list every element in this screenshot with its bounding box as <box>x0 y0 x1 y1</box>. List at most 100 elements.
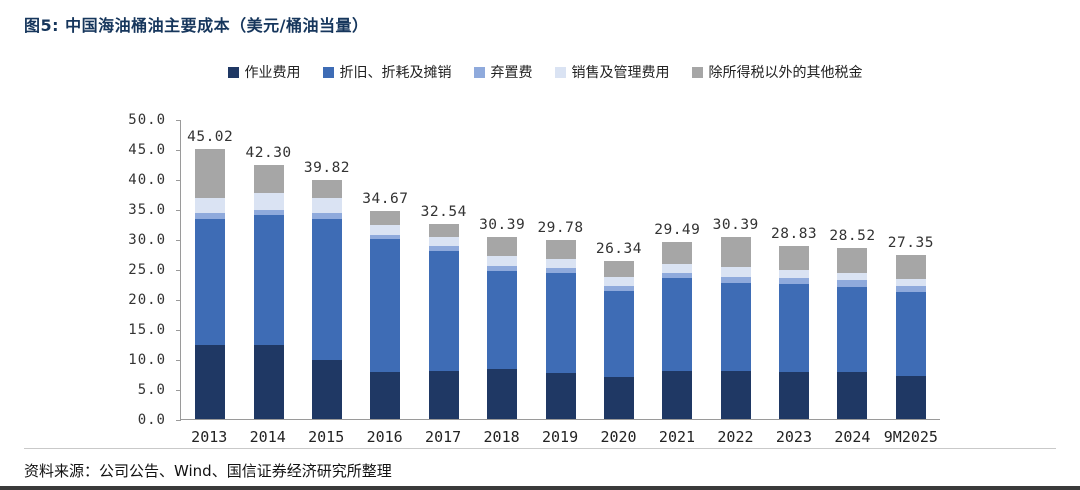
legend-item: 弃置费 <box>473 62 533 82</box>
y-tick-mark <box>176 330 181 331</box>
bar-segment <box>895 278 926 286</box>
bar-segment <box>720 371 751 419</box>
y-tick-label: 25.0 <box>128 262 166 278</box>
y-tick-label: 35.0 <box>128 202 166 218</box>
bar-segment <box>837 280 868 288</box>
bar-segment <box>195 219 226 346</box>
bar-segment <box>428 223 459 237</box>
bar-segment <box>545 268 576 274</box>
legend-item: 销售及管理费用 <box>554 62 670 82</box>
bar-segment <box>779 269 810 279</box>
bar-column: 29.78 <box>531 120 589 419</box>
bar-segment <box>895 254 926 279</box>
bar-segment <box>603 377 634 419</box>
bar-segment <box>195 213 226 220</box>
bar-segment <box>195 148 226 199</box>
bar-segment <box>720 282 751 371</box>
bar-segment <box>370 234 401 240</box>
bar-segment <box>253 344 284 419</box>
legend-swatch-icon <box>473 66 485 78</box>
bar-segment <box>428 371 459 419</box>
legend-label: 作业费用 <box>244 65 301 81</box>
x-tick-label: 2017 <box>425 428 462 446</box>
bar-segment <box>603 285 634 292</box>
chart-legend: 作业费用 折旧、折耗及摊销 弃置费 销售及管理费用 除所得税以外的其他税金 <box>120 60 970 84</box>
page-title: 图5: 中国海油桶油主要成本（美元/桶油当量） <box>24 16 369 35</box>
bar-segment <box>370 372 401 419</box>
bar-column: 39.82 <box>298 120 356 419</box>
bar-segment <box>895 375 926 419</box>
plot-area: 45.02 42.30 39.82 34.67 32.54 30.39 29.78 26.34… <box>176 120 940 421</box>
bar-column: 30.39 <box>707 120 765 419</box>
bar-segment <box>253 209 284 216</box>
bar-segment <box>662 263 693 273</box>
bar-segment <box>837 247 868 273</box>
bar-column: 30.39 <box>473 120 531 419</box>
bar-total-label: 42.30 <box>245 145 292 162</box>
bar-segment <box>837 272 868 281</box>
bar-segment <box>311 360 342 419</box>
bar-stack <box>370 211 401 419</box>
bar-segment <box>487 368 518 419</box>
x-tick-label: 9M2025 <box>883 428 938 446</box>
bar-column: 42.30 <box>239 120 297 419</box>
x-tick-label: 2024 <box>834 428 871 446</box>
bar-total-label: 26.34 <box>595 240 642 257</box>
legend-label: 弃置费 <box>490 65 533 81</box>
bar-segment <box>603 277 634 286</box>
bar-stack <box>662 242 693 419</box>
legend-item: 除所得税以外的其他税金 <box>691 62 863 82</box>
bar-segment <box>895 285 926 292</box>
bar-stack <box>311 180 342 419</box>
legend-label: 除所得税以外的其他税金 <box>708 65 863 81</box>
y-tick-mark <box>176 270 181 271</box>
y-axis: 50.0 45.0 40.0 35.0 30.0 25.0 20.0 15.0 10.0 5.0 0… <box>122 112 172 428</box>
bar-segment <box>428 236 459 247</box>
bar-stack <box>720 236 751 419</box>
bar-segment <box>720 236 751 268</box>
bar-total-label: 29.49 <box>654 222 701 239</box>
y-tick-label: 30.0 <box>128 232 166 248</box>
y-tick-label: 10.0 <box>128 352 166 368</box>
x-tick-label: 2016 <box>366 428 403 446</box>
bar-total-label: 28.52 <box>829 227 876 244</box>
bar-segment <box>487 266 518 271</box>
bar-segment <box>195 198 226 214</box>
y-tick-label: 15.0 <box>128 322 166 338</box>
bar-total-label: 32.54 <box>420 203 467 220</box>
bar-segment <box>487 270 518 369</box>
bar-segment <box>311 218 342 361</box>
legend-label: 销售及管理费用 <box>571 65 670 81</box>
bar-segment <box>487 236 518 256</box>
bar-total-label: 28.83 <box>771 226 818 243</box>
x-tick-label: 2019 <box>541 428 579 446</box>
bar-segment <box>720 267 751 277</box>
bar-total-label: 39.82 <box>303 160 351 177</box>
legend-label: 折旧、折耗及摊销 <box>339 65 452 81</box>
y-tick-label: 40.0 <box>128 172 166 188</box>
bar-segment <box>253 215 284 345</box>
bar-segment <box>603 291 634 377</box>
y-tick-label: 0.0 <box>137 412 166 428</box>
x-tick-label: 2023 <box>775 428 812 446</box>
bar-stack <box>195 148 226 419</box>
x-tick-label: 2018 <box>483 428 520 446</box>
x-tick-label: 2022 <box>717 428 754 446</box>
bar-segment <box>545 259 576 269</box>
bar-segment <box>253 192 284 210</box>
y-tick-mark <box>176 420 181 421</box>
bar-stack <box>487 236 518 419</box>
x-tick-label: 2021 <box>658 428 696 446</box>
x-tick-label: 2015 <box>308 428 345 446</box>
bar-segment <box>311 197 342 213</box>
y-tick-label: 45.0 <box>128 142 166 158</box>
plot-wrap: 50.0 45.0 40.0 35.0 30.0 25.0 20.0 15.0 10.0 5.0 0… <box>128 112 940 446</box>
y-tick-mark <box>176 180 181 181</box>
bar-total-label: 30.39 <box>479 216 526 233</box>
y-tick-mark <box>176 120 181 121</box>
bar-total-label: 45.02 <box>187 128 234 145</box>
bar-segment <box>370 224 401 235</box>
bar-segment <box>662 272 693 278</box>
bar-segment <box>545 372 576 419</box>
bar-segment <box>779 278 810 285</box>
